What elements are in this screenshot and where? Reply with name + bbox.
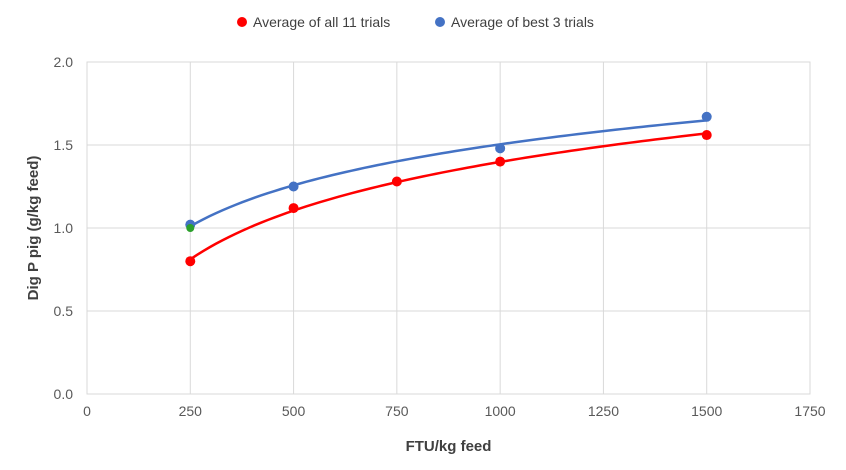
x-tick-label: 1500 bbox=[691, 403, 722, 419]
data-point bbox=[701, 130, 712, 141]
legend-item: Average of all 11 trials bbox=[237, 14, 390, 30]
x-tick-label: 1250 bbox=[588, 403, 619, 419]
y-tick-label: 1.0 bbox=[54, 220, 74, 236]
trendlines bbox=[189, 119, 707, 261]
data-point bbox=[288, 203, 299, 214]
x-axis-title: FTU/kg feed bbox=[406, 438, 492, 455]
trendline bbox=[189, 119, 707, 228]
legend-label: Average of all 11 trials bbox=[253, 14, 390, 30]
x-tick-label: 1750 bbox=[794, 403, 825, 419]
data-point bbox=[495, 156, 506, 167]
legend-marker bbox=[237, 17, 247, 27]
x-tick-label: 0 bbox=[83, 403, 91, 419]
legend-item: Average of best 3 trials bbox=[435, 14, 594, 30]
x-tick-label: 500 bbox=[282, 403, 306, 419]
grid bbox=[86, 61, 811, 395]
data-point bbox=[186, 224, 195, 232]
data-point bbox=[391, 176, 402, 187]
x-tick-label: 750 bbox=[385, 403, 409, 419]
y-tick-label: 2.0 bbox=[54, 54, 74, 70]
y-tick-label: 0.0 bbox=[54, 386, 74, 402]
x-tick-label: 250 bbox=[179, 403, 203, 419]
x-tick-label: 1000 bbox=[485, 403, 516, 419]
data-point bbox=[288, 181, 299, 192]
data-point bbox=[185, 256, 196, 267]
legend: Average of all 11 trials Average of best … bbox=[237, 14, 594, 30]
trendline bbox=[189, 132, 707, 261]
x-tick-labels: 0 250 500 750 1000 1250 1500 1750 bbox=[83, 403, 826, 419]
y-tick-label: 1.5 bbox=[54, 137, 74, 153]
legend-label: Average of best 3 trials bbox=[451, 14, 594, 30]
y-tick-labels: 0.0 0.5 1.0 1.5 2.0 bbox=[54, 54, 74, 402]
data-point bbox=[701, 111, 712, 122]
y-axis-title: Dig P pig (g/kg feed) bbox=[25, 156, 42, 301]
data-points bbox=[185, 111, 712, 267]
legend-marker bbox=[435, 17, 445, 27]
data-point bbox=[495, 143, 506, 154]
y-tick-label: 0.5 bbox=[54, 303, 74, 319]
